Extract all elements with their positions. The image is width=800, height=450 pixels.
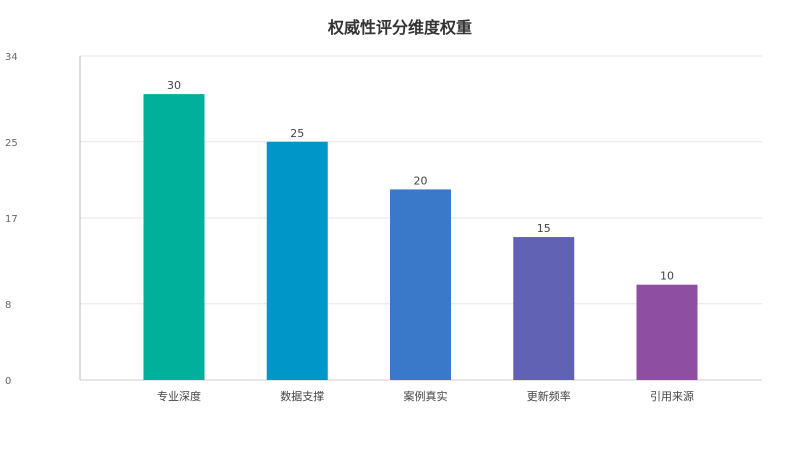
category-label: 更新频率 xyxy=(527,389,571,403)
category-label: 案例真实 xyxy=(404,389,448,403)
category-label: 引用来源 xyxy=(650,389,694,403)
bar xyxy=(143,94,205,380)
category-label: 专业深度 xyxy=(157,389,201,403)
y-tick-label: 25 xyxy=(5,138,18,149)
category-label: 数据支撑 xyxy=(280,389,324,403)
y-tick-label: 17 xyxy=(5,214,18,225)
y-tick-label: 8 xyxy=(5,300,11,311)
data-labels: 30 25 20 15 10 xyxy=(167,79,674,283)
bar-value-label: 10 xyxy=(660,270,674,283)
bar-value-label: 15 xyxy=(537,222,551,235)
bars xyxy=(143,94,698,380)
bar-value-label: 20 xyxy=(414,174,428,187)
y-tick-label: 0 xyxy=(5,376,11,387)
bar xyxy=(390,189,451,380)
chart-title: 权威性评分维度权重 xyxy=(327,18,472,37)
x-axis-categories: 专业深度 数据支撑 案例真实 更新频率 引用来源 xyxy=(157,389,694,403)
y-axis-ticks: 0 8 17 25 34 xyxy=(5,52,18,387)
bar-value-label: 30 xyxy=(167,79,181,92)
bar xyxy=(513,237,575,380)
bar xyxy=(636,284,698,380)
bar-value-label: 25 xyxy=(290,127,304,140)
bar xyxy=(266,141,328,380)
y-tick-label: 34 xyxy=(5,52,18,63)
